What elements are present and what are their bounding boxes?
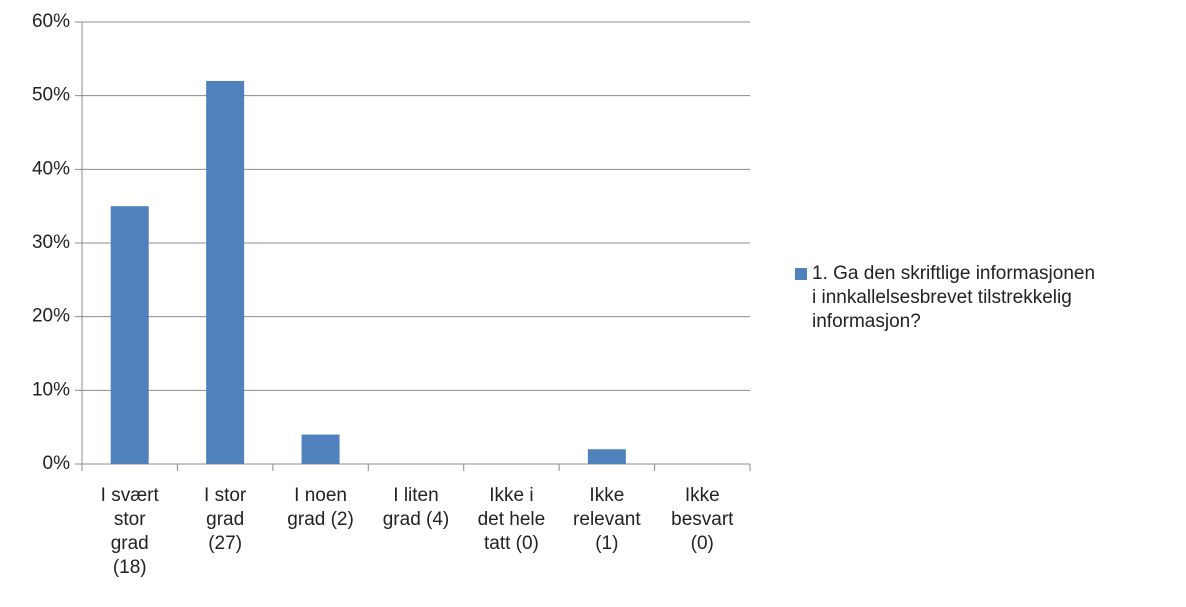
legend-label: 1. Ga den skriftlige informasjonen i innk…	[812, 263, 1095, 332]
x-tick-label: Ikke besvart (0)	[671, 485, 734, 554]
y-tick-label: 30%	[32, 232, 70, 253]
x-tick-label: Ikke i det hele tatt (0)	[478, 485, 546, 554]
y-tick-label: 0%	[43, 453, 71, 474]
bar	[206, 80, 245, 464]
y-tick-label: 50%	[32, 85, 70, 106]
y-tick-label: 20%	[32, 306, 70, 327]
x-tick-label: Ikke relevant (1)	[573, 485, 641, 554]
bar	[110, 206, 149, 464]
x-tick-label: I stor grad (27)	[204, 485, 247, 554]
y-tick-label: 60%	[32, 11, 70, 32]
y-tick-label: 40%	[32, 158, 70, 179]
y-tick-label: 10%	[32, 379, 70, 400]
bar	[301, 434, 340, 464]
x-tick-label: I liten grad (4)	[383, 485, 450, 530]
bar	[587, 449, 626, 464]
x-tick-label: I svært stor grad (18)	[101, 485, 160, 578]
legend-swatch	[795, 268, 807, 280]
x-tick-label: I noen grad (2)	[287, 485, 354, 530]
